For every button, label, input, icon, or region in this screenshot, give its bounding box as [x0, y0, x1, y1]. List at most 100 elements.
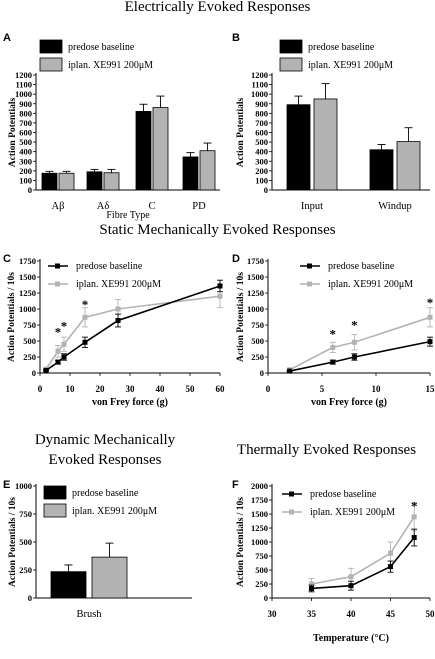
y-tick-label-B-3: 300 [255, 156, 268, 166]
x-axis-label-C: von Frey force (g) [92, 397, 168, 408]
x-axis-label-A: Fibre Type [106, 210, 150, 221]
data-point-C-0-5 [217, 283, 223, 289]
section-title-dynamic-mechanical-line2: Evoked Responses [48, 452, 162, 468]
x-tick-label-C-3: 30 [126, 384, 136, 394]
data-point-D-1-1 [330, 344, 336, 350]
legend-swatch-B-1 [279, 57, 303, 72]
category-label-A-1: Aδ [97, 201, 110, 212]
significance-marker-D-2: * [427, 295, 434, 310]
data-point-F-1-1 [348, 574, 354, 580]
bar-A-1-1 [103, 172, 120, 191]
bar-A-1-0 [86, 171, 103, 191]
legend-label-F-1: iplan. XE991 200μM [310, 507, 395, 518]
section-title-electrical: Electrically Evoked Responses [124, 0, 311, 15]
significance-marker-C-1: * [61, 319, 68, 334]
panel-letter-d: D [232, 253, 240, 265]
series-line-F-1 [311, 516, 415, 585]
y-tick-label-C-1: 250 [23, 352, 36, 362]
legend-label-B-0: predose baseline [308, 42, 375, 53]
y-tick-label-B-5: 500 [255, 137, 268, 147]
bar-A-2-1 [152, 107, 169, 191]
y-tick-label-C-0: 0 [32, 368, 36, 378]
x-tick-label-C-1: 10 [66, 384, 76, 394]
panel-letter-f: F [232, 479, 239, 491]
panel-letter-b: B [232, 32, 240, 44]
significance-marker-D-1: * [351, 317, 358, 332]
significance-marker-C-0: * [55, 324, 62, 339]
y-tick-label-B-6: 600 [255, 128, 268, 138]
y-tick-label-D-0: 0 [260, 368, 264, 378]
data-point-D-0-2 [351, 354, 357, 360]
y-tick-label-A-8: 800 [19, 108, 32, 118]
y-tick-label-F-3: 750 [255, 551, 268, 561]
y-tick-label-E-0: 0 [28, 593, 32, 603]
y-tick-label-E-3: 750 [19, 509, 32, 519]
legend-label-A-1: iplan. XE991 200μM [68, 60, 153, 71]
y-axis-label-E: Action Potentials / 10s [8, 497, 18, 587]
y-tick-label-D-6: 1500 [247, 272, 264, 282]
bar-E-0-0 [50, 571, 87, 599]
x-tick-label-D-2: 10 [372, 384, 382, 394]
data-point-D-0-1 [330, 359, 336, 365]
bar-B-1-0 [369, 149, 394, 191]
y-axis-label-A: Action Potentials [8, 98, 18, 168]
category-label-E-0: Brush [76, 609, 102, 620]
data-point-D-1-2 [351, 339, 357, 345]
y-tick-label-F-6: 1500 [251, 509, 268, 519]
category-label-A-0: Aβ [52, 201, 65, 212]
y-tick-label-C-4: 1000 [19, 304, 36, 314]
bar-E-0-1 [91, 556, 128, 599]
data-point-C-0-3 [82, 339, 88, 345]
x-tick-label-C-0: 0 [38, 384, 43, 394]
data-point-D-0-3 [427, 339, 433, 345]
y-tick-label-A-5: 500 [19, 137, 32, 147]
category-label-B-1: Windup [378, 201, 411, 212]
y-tick-label-F-7: 1750 [251, 495, 268, 505]
legend-swatch-E-1 [43, 503, 67, 518]
bar-A-2-0 [135, 111, 152, 191]
legend-label-D-1: iplan. XE991 200μM [328, 279, 413, 290]
legend-swatch-A-0 [39, 39, 63, 54]
x-tick-label-D-3: 15 [426, 384, 435, 394]
y-tick-label-D-2: 500 [251, 336, 264, 346]
y-tick-label-B-1: 100 [255, 175, 268, 185]
x-tick-label-F-2: 40 [347, 609, 357, 619]
legend-marker-F-1 [289, 509, 294, 515]
data-point-C-0-1 [55, 359, 61, 365]
panel-letter-e: E [3, 479, 11, 491]
panel-letter-a: A [3, 32, 11, 44]
x-tick-label-F-0: 30 [268, 609, 278, 619]
data-point-D-0-0 [287, 368, 293, 374]
category-label-A-2: C [148, 201, 155, 212]
y-tick-label-B-9: 900 [255, 99, 268, 109]
legend-swatch-E-0 [43, 485, 67, 500]
y-axis-label-C: Action Potentials / 10s [7, 272, 17, 362]
data-point-F-1-3 [411, 514, 417, 520]
y-tick-label-D-5: 1250 [247, 288, 264, 298]
y-tick-label-B-12: 1200 [251, 70, 268, 80]
y-tick-label-A-6: 600 [19, 128, 32, 138]
y-tick-label-A-0: 0 [28, 185, 32, 195]
bar-A-3-0 [182, 156, 199, 191]
data-point-C-1-1 [55, 348, 61, 354]
legend-marker-F-0 [289, 491, 294, 497]
y-tick-label-B-10: 1000 [251, 89, 268, 99]
category-label-B-0: Input [301, 201, 323, 212]
x-tick-label-C-4: 40 [156, 384, 166, 394]
x-axis-label-F: Temperature (°C) [313, 633, 389, 644]
y-axis-label-F: Action Potentials / 10s [236, 497, 246, 587]
section-title-static-mechanical: Static Mechanically Evoked Responses [99, 222, 336, 238]
data-point-C-1-2 [61, 341, 67, 347]
legend-label-E-0: predose baseline [72, 488, 139, 499]
series-line-D-0 [289, 340, 431, 372]
legend-swatch-B-0 [279, 39, 303, 54]
y-tick-label-A-10: 1000 [15, 89, 32, 99]
y-tick-label-A-2: 200 [19, 166, 32, 176]
legend-marker-D-0 [307, 263, 312, 269]
y-tick-label-F-2: 500 [255, 565, 268, 575]
legend-marker-C-1 [55, 281, 60, 287]
x-tick-label-F-3: 45 [386, 609, 396, 619]
panel-letter-c: C [3, 253, 11, 265]
series-line-C-0 [45, 285, 221, 372]
